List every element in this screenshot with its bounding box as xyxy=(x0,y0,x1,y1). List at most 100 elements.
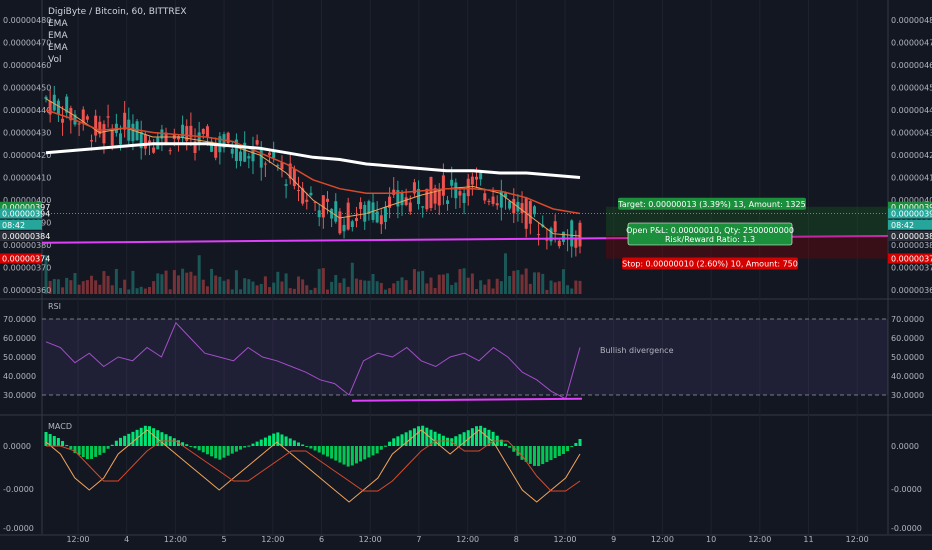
volume-bar xyxy=(363,280,367,294)
macd-hist-bar xyxy=(73,446,77,454)
macd-hist-bar xyxy=(284,436,288,446)
price-badge-right-text: 0.00000374 xyxy=(891,255,932,264)
volume-bar xyxy=(292,288,296,294)
candle-body xyxy=(363,204,367,222)
time-axis-label: 12:00 xyxy=(846,535,869,544)
candle-body xyxy=(292,168,296,187)
candle-body xyxy=(181,124,185,138)
candle-body xyxy=(557,240,561,247)
candle-body xyxy=(152,147,156,153)
candle-body xyxy=(276,165,280,167)
macd-axis-label-right: -0.0000 xyxy=(891,524,922,533)
volume-bar xyxy=(458,269,462,294)
price-axis-label-left: 0.00000400 xyxy=(3,196,51,205)
macd-hist-bar xyxy=(475,426,479,446)
macd-hist-bar xyxy=(123,435,127,446)
volume-bar xyxy=(470,273,474,294)
price-axis-label-right: 0.00000450 xyxy=(891,84,932,93)
candle-body xyxy=(450,179,454,186)
volume-bar xyxy=(52,279,56,294)
candle-body xyxy=(44,96,48,100)
target-label-box xyxy=(618,197,806,210)
candle-body xyxy=(197,132,201,144)
volume-bar xyxy=(156,273,160,294)
macd-hist-bar xyxy=(131,431,135,446)
time-axis-label: 10 xyxy=(706,535,716,544)
time-axis-label: 6 xyxy=(319,535,324,544)
time-axis-label: 5 xyxy=(222,535,227,544)
volume-bar xyxy=(77,284,81,294)
macd-hist-bar xyxy=(570,446,574,448)
price-badge-left-text: 0.00000374 xyxy=(2,255,50,264)
candle-body xyxy=(268,152,272,156)
price-badge-right-text: 0.00000384 xyxy=(891,232,932,241)
macd-hist-bar xyxy=(205,446,209,455)
volume-bar xyxy=(392,283,396,294)
volume-bar xyxy=(334,275,338,294)
macd-hist-bar xyxy=(363,446,367,460)
volume-bar xyxy=(106,275,110,294)
price-badge-right-text: 08:42 xyxy=(891,221,914,230)
volume-bar xyxy=(371,273,375,294)
candle-body xyxy=(454,182,458,199)
volume-bar xyxy=(483,284,487,294)
macd-hist-bar xyxy=(127,433,131,446)
volume-bar xyxy=(487,279,491,294)
candle-body xyxy=(85,116,89,120)
macd-hist-bar xyxy=(532,446,536,466)
macd-hist-bar xyxy=(462,432,466,446)
price-axis-label-left: 0.00000470 xyxy=(3,39,51,48)
macd-hist-bar xyxy=(309,446,313,449)
macd-hist-bar xyxy=(185,444,189,446)
macd-hist-bar xyxy=(164,434,168,446)
macd-hist-bar xyxy=(65,445,69,447)
volume-bar xyxy=(297,276,301,294)
price-axis-label-right: 0.00000360 xyxy=(891,286,932,295)
candle-body xyxy=(90,140,94,142)
volume-bar xyxy=(288,288,292,294)
candle-body xyxy=(425,188,429,210)
macd-hist-bar xyxy=(379,446,383,450)
rsi-axis-label-left: 40.0000 xyxy=(3,372,36,381)
macd-axis-label-left: -0.0000 xyxy=(3,524,34,533)
candle-body xyxy=(106,116,110,118)
price-badge-left xyxy=(0,208,42,219)
candle-body xyxy=(367,201,371,214)
time-axis-label: 11 xyxy=(803,535,813,544)
candle-body xyxy=(305,199,309,202)
macd-hist-bar xyxy=(388,441,392,446)
macd-hist-bar xyxy=(61,441,65,446)
macd-hist-bar xyxy=(160,432,164,446)
volume-bar xyxy=(425,283,429,294)
candle-body xyxy=(417,188,421,205)
candle-body xyxy=(102,124,106,144)
candle-body xyxy=(255,140,259,145)
volume-bar xyxy=(566,285,570,294)
volume-bar xyxy=(450,284,454,294)
volume-bar xyxy=(367,280,371,294)
macd-hist-bar xyxy=(338,446,342,463)
volume-bar xyxy=(578,280,582,294)
price-badge-left-text: 08:42 xyxy=(2,221,25,230)
macd-hist-bar xyxy=(181,442,185,446)
volume-bar xyxy=(408,289,412,294)
macd-hist-bar xyxy=(152,428,156,446)
volume-bar xyxy=(143,288,147,294)
price-badge-right-text: 0.00000397 xyxy=(891,203,932,212)
volume-bar xyxy=(537,272,541,294)
candle-body xyxy=(388,196,392,208)
candle-body xyxy=(110,128,114,146)
candle-body xyxy=(81,109,85,123)
macd-hist-bar xyxy=(458,434,462,446)
volume-bar xyxy=(181,268,185,294)
price-axis-label-left: 0.00000410 xyxy=(3,174,51,183)
volume-bar xyxy=(528,283,532,294)
volume-bar xyxy=(495,278,499,294)
volume-bar xyxy=(160,274,164,294)
volume-bar xyxy=(499,281,503,294)
rsi-axis-label-right: 30.0000 xyxy=(891,391,924,400)
risk-reward-label: Risk/Reward Ratio: 1.3 xyxy=(665,235,755,244)
macd-axis-label-left: 0.0000 xyxy=(3,442,31,451)
macd-hist-bar xyxy=(189,446,193,447)
